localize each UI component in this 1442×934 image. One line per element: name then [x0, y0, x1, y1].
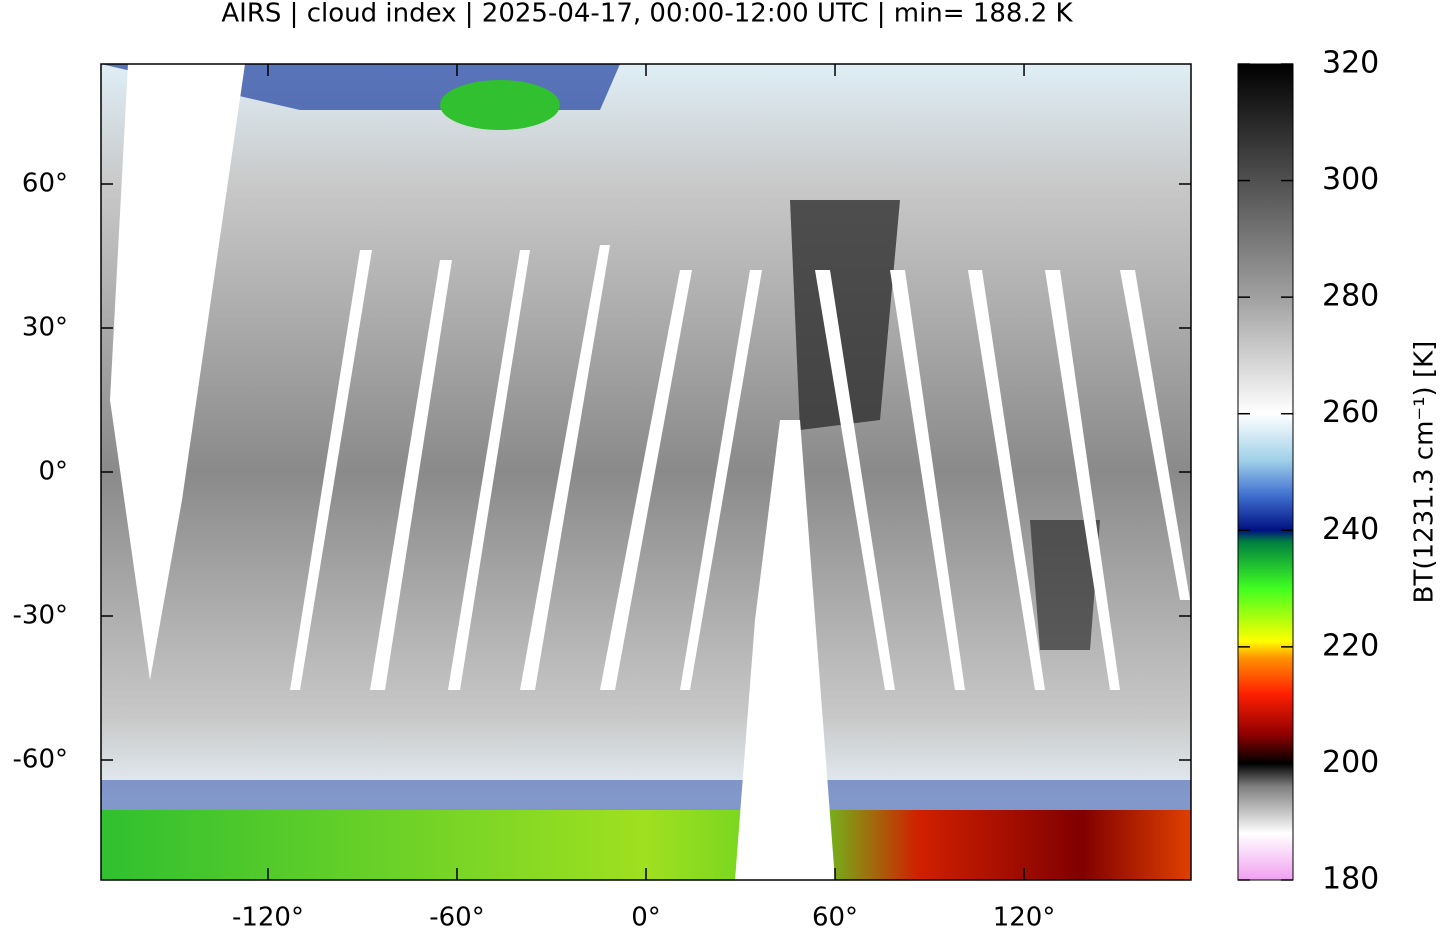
colorbar — [1237, 63, 1294, 881]
colorbar-tick-label: 320 — [1322, 46, 1379, 81]
colorbar-tick-label: 200 — [1322, 745, 1379, 780]
colorbar-tick-label: 260 — [1322, 395, 1379, 430]
colorbar-tick-label: 280 — [1322, 279, 1379, 314]
colorbar-tick-label: 240 — [1322, 512, 1379, 547]
x-tick-label: 0° — [631, 903, 661, 931]
colorbar-tick-label: 220 — [1322, 628, 1379, 663]
x-tick-label: -60° — [429, 903, 484, 931]
y-tick-label: -60° — [13, 745, 68, 775]
x-tick-label: 120° — [993, 903, 1056, 931]
y-tick-label: 60° — [22, 169, 68, 199]
map-title: AIRS | cloud index | 2025-04-17, 00:00-1… — [221, 0, 1073, 29]
y-tick-label: -30° — [13, 601, 68, 631]
map-image — [101, 64, 1191, 880]
colorbar-label: BT(1231.3 cm⁻¹) [K] — [1410, 341, 1440, 604]
x-tick-label: -120° — [232, 903, 304, 931]
colorbar-tick-label: 180 — [1322, 862, 1379, 897]
x-tick-label: 60° — [812, 903, 858, 931]
colorbar-tick-label: 300 — [1322, 162, 1379, 197]
y-tick-label: 30° — [22, 313, 68, 343]
y-tick-label: 0° — [38, 457, 68, 487]
